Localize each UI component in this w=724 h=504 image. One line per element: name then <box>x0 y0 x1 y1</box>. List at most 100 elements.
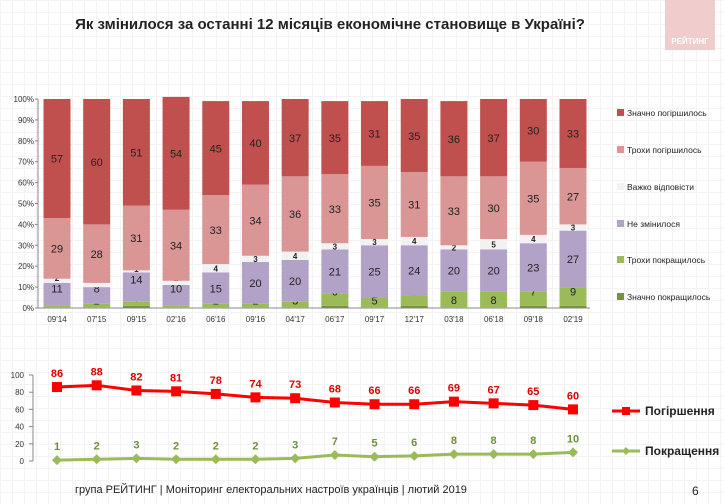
y-tick-label: 0% <box>22 304 34 313</box>
y-tick-label: 100 <box>11 371 25 380</box>
bar-segment <box>241 303 269 308</box>
bar-segment <box>361 165 389 240</box>
data-label: 86 <box>51 368 63 380</box>
data-label: 31 <box>130 233 142 245</box>
y-tick-label: 30% <box>18 241 34 250</box>
chart-title: Як змінилося за останні 12 місяців еконо… <box>75 16 585 33</box>
bar-segment <box>519 243 547 292</box>
data-point <box>250 454 261 465</box>
data-label: 5 <box>491 240 496 249</box>
bar-segment <box>162 96 190 210</box>
data-label: 4 <box>412 237 417 246</box>
footer: група РЕЙТИНГ | Моніторинг електоральних… <box>75 484 467 496</box>
y-tick-label: 10% <box>18 283 34 292</box>
data-label: 14 <box>130 275 142 287</box>
bar-segment <box>321 174 349 244</box>
legend-label: Значно покращилось <box>627 292 711 302</box>
bar-segment <box>361 245 389 298</box>
data-point <box>210 388 221 399</box>
data-label: 35 <box>527 193 539 205</box>
bar-segment <box>83 282 111 288</box>
bar-segment <box>400 236 428 246</box>
data-label: 57 <box>51 154 63 166</box>
data-label: 27 <box>567 191 579 203</box>
bar-segment <box>321 243 349 250</box>
data-label: 37 <box>487 133 499 145</box>
data-label: 5 <box>371 438 377 450</box>
data-label: 3 <box>253 255 258 264</box>
bar-segment <box>43 278 71 283</box>
x-tick-label: 03'18 <box>444 315 464 324</box>
x-tick-label: 09'18 <box>524 315 544 324</box>
data-label: 9 <box>570 287 576 299</box>
bar-segment <box>162 285 190 306</box>
data-label: 35 <box>329 133 341 145</box>
data-label: 5 <box>371 296 377 308</box>
bar-segment <box>241 262 269 304</box>
legend-marker <box>622 447 630 455</box>
bar-segment <box>202 303 230 308</box>
data-label: 8 <box>451 295 457 307</box>
legend-swatch <box>617 256 624 263</box>
data-label: 66 <box>368 385 380 397</box>
data-point <box>329 449 340 460</box>
series-line <box>56 450 574 462</box>
bar-segment <box>122 99 150 206</box>
x-tick-label: 09'14 <box>47 315 67 324</box>
data-label: 60 <box>567 390 579 402</box>
data-label: 3 <box>333 242 338 251</box>
bar-segment <box>400 99 428 173</box>
bar-segment <box>400 295 428 306</box>
y-tick-label: 50% <box>18 200 34 209</box>
data-label: 33 <box>567 129 579 141</box>
bar-segment <box>162 209 190 281</box>
data-label: 2 <box>452 243 457 252</box>
y-tick-label: 60% <box>18 179 34 188</box>
y-tick-label: 100% <box>14 95 34 104</box>
data-label: 69 <box>448 383 460 395</box>
legend-label: Важко відповісти <box>627 182 694 192</box>
data-label: 34 <box>170 240 182 252</box>
data-point <box>528 400 539 411</box>
bar-segment <box>321 305 349 308</box>
legend-label: Трохи погіршилось <box>627 145 702 155</box>
data-label: 68 <box>329 384 341 396</box>
bar-segment <box>83 224 111 283</box>
data-point <box>171 454 182 465</box>
data-point <box>369 399 380 410</box>
bar-segment <box>202 195 230 265</box>
data-label: 15 <box>210 283 222 295</box>
bar-segment <box>281 176 309 252</box>
data-point <box>568 447 578 458</box>
bar-segment <box>241 184 269 256</box>
data-label: 78 <box>210 375 222 387</box>
data-label: 2 <box>173 440 179 452</box>
data-label: 10 <box>567 433 579 445</box>
y-tick-label: 90% <box>18 116 34 125</box>
legend-swatch <box>617 293 624 300</box>
data-label: 31 <box>408 200 420 212</box>
bar-segment <box>43 218 71 279</box>
y-tick-label: 40% <box>18 220 34 229</box>
data-label: 23 <box>527 262 539 274</box>
data-label: 33 <box>448 206 460 218</box>
bar-segment <box>281 251 309 260</box>
data-point <box>528 449 539 460</box>
y-tick-label: 40 <box>15 423 24 432</box>
y-tick-label: 80% <box>18 137 34 146</box>
bar-segment <box>400 305 428 308</box>
data-label: 29 <box>51 244 63 256</box>
bar-segment <box>361 297 389 308</box>
bar-segment <box>162 280 190 286</box>
data-label: 74 <box>249 378 262 390</box>
bar-segment <box>440 249 468 292</box>
data-label: 31 <box>368 129 380 141</box>
bar-segment <box>281 259 309 302</box>
bar-segment <box>361 101 389 166</box>
legend-label: Погіршення <box>645 404 715 418</box>
data-label: 40 <box>249 138 261 150</box>
bar-segment <box>400 172 428 237</box>
data-label: 20 <box>249 278 261 290</box>
data-label: 8 <box>491 295 497 307</box>
data-label: 88 <box>91 366 103 378</box>
